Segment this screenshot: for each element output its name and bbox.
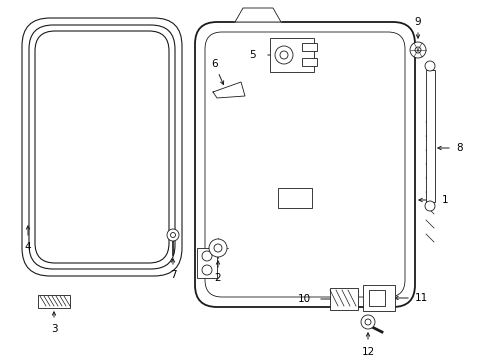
Text: 5: 5 bbox=[248, 50, 255, 60]
Text: 9: 9 bbox=[414, 17, 421, 27]
Text: 7: 7 bbox=[169, 270, 176, 280]
Bar bbox=[362, 285, 394, 311]
Text: 12: 12 bbox=[361, 347, 374, 357]
Circle shape bbox=[364, 319, 370, 325]
Polygon shape bbox=[235, 8, 281, 22]
Bar bbox=[329, 288, 357, 310]
Circle shape bbox=[170, 233, 175, 238]
Text: 4: 4 bbox=[24, 242, 31, 252]
Text: 6: 6 bbox=[211, 59, 218, 69]
Text: 1: 1 bbox=[441, 195, 447, 205]
FancyBboxPatch shape bbox=[22, 18, 182, 276]
Circle shape bbox=[208, 239, 226, 257]
FancyBboxPatch shape bbox=[195, 22, 414, 307]
Circle shape bbox=[202, 265, 212, 275]
Circle shape bbox=[280, 51, 287, 59]
Text: 11: 11 bbox=[413, 293, 427, 303]
Bar bbox=[368, 290, 384, 306]
Circle shape bbox=[274, 46, 292, 64]
Bar bbox=[38, 295, 70, 308]
Bar bbox=[197, 248, 217, 278]
Bar bbox=[302, 43, 316, 51]
Circle shape bbox=[424, 61, 434, 71]
Polygon shape bbox=[213, 82, 244, 98]
Text: 10: 10 bbox=[297, 294, 310, 304]
Circle shape bbox=[214, 244, 222, 252]
Circle shape bbox=[409, 42, 425, 58]
Text: 8: 8 bbox=[456, 143, 462, 153]
Bar bbox=[269, 38, 313, 72]
Circle shape bbox=[202, 251, 212, 261]
Circle shape bbox=[360, 315, 374, 329]
Circle shape bbox=[414, 47, 420, 53]
Bar bbox=[278, 188, 311, 208]
Text: 2: 2 bbox=[214, 273, 221, 283]
Text: 3: 3 bbox=[51, 324, 57, 334]
Circle shape bbox=[424, 201, 434, 211]
Bar bbox=[302, 58, 316, 66]
Circle shape bbox=[167, 229, 179, 241]
Bar bbox=[425, 70, 434, 202]
